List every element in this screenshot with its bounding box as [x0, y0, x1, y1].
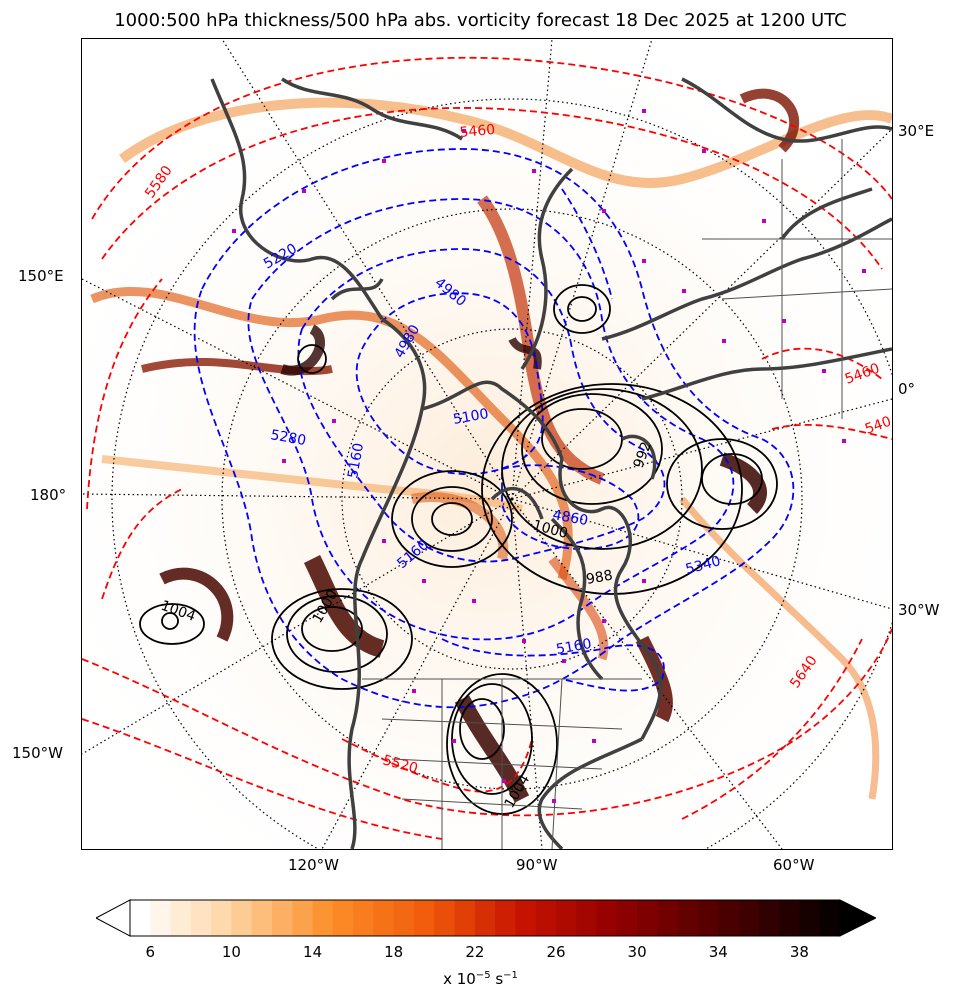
- colorbar-bin: [393, 900, 415, 936]
- colorbar-bin: [718, 900, 740, 936]
- station-markers: [232, 109, 866, 803]
- pressure-contours: [139, 284, 778, 815]
- thickness-contours-red: [82, 56, 892, 840]
- lon-label-150w: 150°W: [12, 744, 63, 762]
- thickness-label: 5280: [269, 427, 307, 449]
- colorbar-bin: [616, 900, 638, 936]
- colorbar-tick-label: 10: [221, 943, 241, 961]
- colorbar-bin: [231, 900, 253, 936]
- colorbar-bin: [758, 900, 780, 936]
- colorbar-bin: [556, 900, 577, 936]
- colorbar-frame: [129, 899, 841, 937]
- lon-label-30w: 30°W: [898, 601, 940, 619]
- map-panel[interactable]: 5460 5580 5640 5520 5460 540 5220 4980 5…: [81, 38, 893, 850]
- thickness-label: 5160: [555, 636, 593, 658]
- lon-label-0: 0°: [898, 380, 916, 398]
- colorbar-extend-max: [839, 899, 878, 937]
- colorbar-bin: [190, 900, 212, 936]
- colorbar-bin: [576, 900, 598, 936]
- colorbar-bin: [495, 900, 517, 936]
- lon-label-150e: 150°E: [18, 267, 64, 285]
- borders: [362, 139, 892, 849]
- colorbar-tick-label: 22: [465, 943, 485, 961]
- colorbar: [94, 898, 878, 938]
- lon-label-120w: 120°W: [288, 856, 339, 874]
- colorbar-bin: [657, 900, 679, 936]
- colorbar-tick-label: 38: [789, 943, 809, 961]
- colorbar-tick-label: 6: [145, 943, 156, 961]
- colorbar-extend-min: [94, 899, 131, 937]
- colorbar-bin: [332, 900, 354, 936]
- colorbar-bin: [272, 900, 293, 936]
- colorbar-svg: [94, 899, 878, 937]
- colorbar-bin: [130, 900, 151, 936]
- colorbar-bin: [292, 900, 314, 936]
- colorbar-bin: [434, 900, 456, 936]
- vorticity-shading: [82, 39, 892, 849]
- pressure-label: 988: [585, 568, 614, 588]
- colorbar-bin: [819, 900, 841, 936]
- coastlines: [210, 77, 892, 849]
- colorbar-bin: [738, 900, 760, 936]
- thickness-label: 5160: [345, 442, 367, 480]
- colorbar-bin: [454, 900, 476, 936]
- thickness-contours-blue: [193, 148, 795, 709]
- thickness-label: 5100: [452, 406, 490, 428]
- colorbar-bin: [414, 900, 435, 936]
- graticule: [82, 39, 892, 849]
- colorbar-bin: [596, 900, 618, 936]
- colorbar-bin: [170, 900, 192, 936]
- colorbar-bin: [353, 900, 375, 936]
- chart-title: 1000:500 hPa thickness/500 hPa abs. vort…: [114, 10, 847, 31]
- colorbar-bin: [779, 900, 801, 936]
- lon-label-180: 180°: [30, 486, 67, 504]
- lon-label-60w: 60°W: [773, 856, 815, 874]
- map-svg: 5460 5580 5640 5520 5460 540 5220 4980 5…: [82, 39, 892, 849]
- colorbar-bin: [211, 900, 233, 936]
- colorbar-bin: [535, 900, 557, 936]
- colorbar-bin: [312, 900, 334, 936]
- colorbar-tick-label: 26: [546, 943, 566, 961]
- colorbar-tick-label: 14: [303, 943, 323, 961]
- colorbar-label: x 10−5 s−1: [443, 970, 518, 988]
- lon-label-90w: 90°W: [516, 856, 558, 874]
- colorbar-bin: [637, 900, 659, 936]
- thickness-label: 5460: [459, 122, 496, 141]
- colorbar-bin: [373, 900, 395, 936]
- colorbar-bin: [698, 900, 719, 936]
- colorbar-bin: [474, 900, 496, 936]
- colorbar-tick-label: 18: [384, 943, 404, 961]
- colorbar-bin: [515, 900, 537, 936]
- colorbar-bin: [799, 900, 821, 936]
- colorbar-bin: [150, 900, 172, 936]
- colorbar-bin: [251, 900, 273, 936]
- thickness-label: 4860: [551, 507, 589, 529]
- colorbar-bin: [677, 900, 699, 936]
- colorbar-ticks: 6 10 14 18 22 26 30 34 38: [0, 943, 961, 963]
- colorbar-tick-label: 30: [627, 943, 647, 961]
- lon-label-30e: 30°E: [898, 122, 935, 140]
- colorbar-tick-label: 34: [708, 943, 728, 961]
